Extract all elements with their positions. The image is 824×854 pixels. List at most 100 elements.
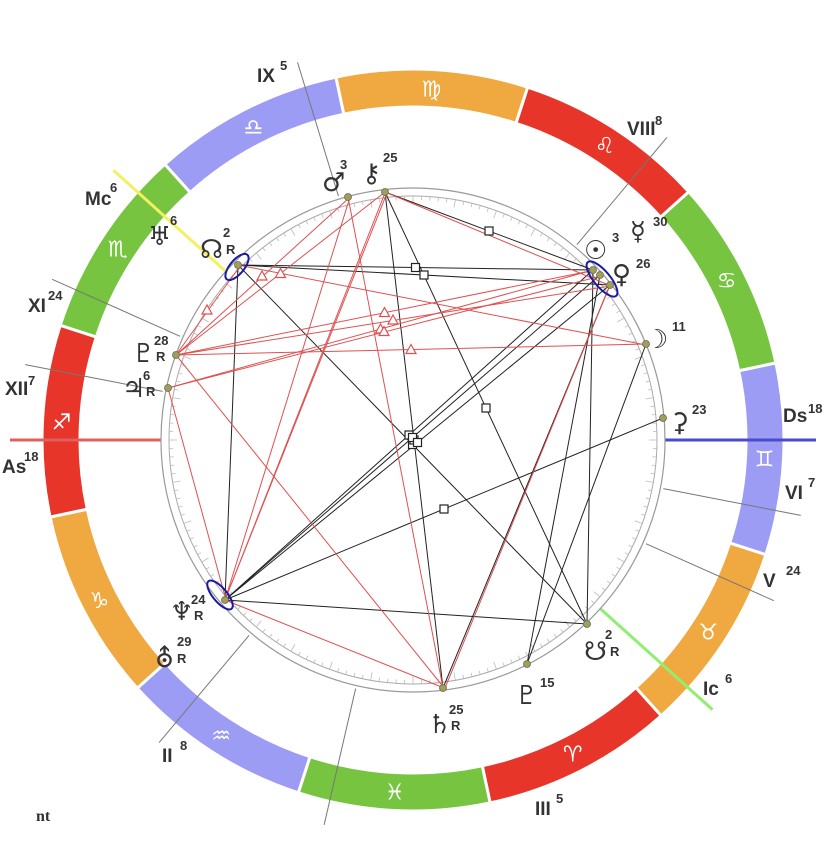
degree-tick [635,348,640,351]
planet-glyph: ♅ [148,222,171,252]
planet-degree: 2 [605,627,612,642]
planet-dot [642,340,650,348]
planet-glyph: ⚷ [362,159,381,189]
degree-tick [641,364,646,367]
planet-degree: 6 [143,368,150,383]
degree-tick [237,606,241,610]
degree-tick [180,513,185,516]
degree-tick [493,661,497,670]
degree-tick [553,633,557,638]
degree-tick [290,644,296,652]
sign-glyph: ♍ [422,77,442,102]
sign-glyph: ♊ [755,447,775,472]
inner-circle [160,187,666,693]
aspect-lines [164,188,667,692]
conjunction-ring [206,579,234,611]
degree-tick [611,573,616,577]
degree-tick [643,372,648,375]
degree-tick [197,552,202,555]
planet-degree: 15 [540,675,554,690]
inner-wheel [160,187,666,693]
degree-tick [606,296,611,300]
degree-tick [353,203,356,208]
house-degree: 5 [556,791,563,806]
planet-glyph: ♄ [428,710,451,740]
degree-tick [643,505,648,508]
degree-tick [378,677,380,682]
degree-tick [370,672,373,681]
planet-degree: 2 [223,225,230,240]
planet-degree: 28 [154,333,168,348]
degree-tick [539,643,543,648]
house-label: V [763,571,776,592]
planet-dot [221,596,229,604]
planet-dot [234,261,242,269]
house-label: II [162,746,173,767]
planet-dot [164,384,172,392]
planet-degree: 30 [653,214,667,229]
house-label: III [535,799,551,820]
aspect-symbol [412,437,423,448]
house-degree: 18 [24,449,38,464]
degree-tick [553,242,557,247]
planet-glyph: ☽ [645,325,668,355]
degree-tick [591,600,595,604]
house-degree: 24 [48,288,63,303]
sign-glyph: ♉ [698,621,718,646]
planet-degree: 24 [191,592,206,607]
retrograde-mark: R [610,644,620,659]
planet-glyph: ♀ [612,260,631,290]
degree-tick [628,544,633,548]
degree-tick [628,332,633,336]
planet-glyph: ⛢ [155,644,174,674]
degree-tick [635,529,640,532]
aspect-symbol [255,269,269,281]
planet-dot [523,660,531,668]
house-label: Ds [783,406,807,427]
degree-tick [530,228,536,236]
degree-tick [298,651,301,656]
degree-tick [624,325,629,328]
house-degree: 24 [786,563,801,578]
degree-tick [632,537,637,540]
planet-degree: 3 [340,157,347,172]
degree-tick [276,638,280,643]
planet-degree: 25 [383,150,397,165]
degree-tick [205,566,210,570]
degree-tick [172,480,181,483]
degree-tick [560,628,564,633]
degree-tick [201,317,209,323]
aspect-symbol [484,226,494,236]
house-cusps [10,62,816,825]
degree-tick [283,232,287,237]
house-cusp [576,137,668,245]
house-cusp [25,364,163,392]
degree-tick [313,216,316,221]
degree-tick [193,544,198,548]
planet-dot [606,281,614,289]
aspect-symbol [377,325,391,337]
house-cusp [663,488,801,516]
degree-tick [502,662,505,667]
degree-tick [564,620,571,628]
sign-glyph: ♓ [385,781,405,806]
degree-tick [525,651,528,656]
degree-tick [611,303,616,307]
aspect-line [224,599,588,625]
house-degree: 7 [808,475,815,490]
degree-tick [276,237,280,242]
degree-tick [634,520,643,524]
degree-tick [617,317,625,323]
degree-tick [617,557,625,563]
house-cusp [112,169,227,273]
retrograde-mark: R [146,384,156,399]
degree-tick [243,612,247,616]
retrograde-mark: R [226,242,236,257]
degree-tick [650,473,655,475]
degree-tick [201,557,209,563]
aspect-line [347,196,444,689]
degree-tick [361,674,364,679]
degree-tick [193,332,198,336]
